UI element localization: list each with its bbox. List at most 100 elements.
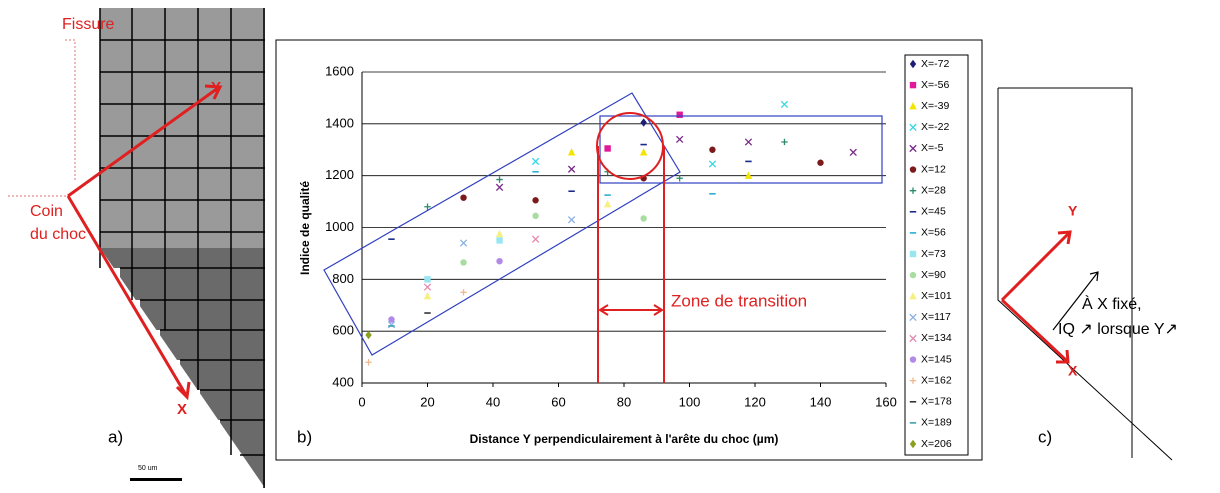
axis-label: X [1068, 363, 1078, 379]
legend-label: X=45 [921, 206, 946, 218]
x-tick-label: 20 [420, 394, 434, 409]
legend-marker [909, 102, 917, 110]
point [387, 321, 396, 329]
legend-marker [909, 334, 917, 343]
point [531, 235, 540, 243]
point [460, 289, 467, 296]
point [567, 148, 576, 156]
legend-label: X=28 [921, 184, 946, 196]
point [676, 175, 683, 182]
point [496, 257, 503, 265]
legend-marker [909, 59, 917, 69]
plot: 400 600 800 1000 1200 1400 1600 0 20 40 60 80 100 120… [325, 58, 952, 450]
point [424, 276, 431, 283]
legend-label: X=162 [921, 374, 952, 386]
annotation: Zone de transition [671, 291, 807, 310]
x-tick-label: 0 [358, 394, 365, 409]
point [709, 146, 716, 153]
annotation: IQ ↗ lorsque Y↗ [1058, 321, 1178, 338]
y-tick-label: 800 [332, 271, 354, 286]
point [424, 203, 431, 210]
legend-marker [909, 166, 917, 173]
legend-marker [909, 439, 917, 449]
point [423, 283, 432, 291]
point [365, 359, 372, 366]
legend-label: X=56 [921, 227, 946, 239]
legend-label: X=206 [921, 438, 952, 450]
point [603, 199, 612, 208]
annotation: Fissure [62, 16, 115, 33]
axes-arrows [1000, 230, 1072, 364]
panel-label: b) [297, 427, 312, 446]
legend-label: X=189 [921, 417, 952, 429]
x-tick-label: 160 [875, 394, 897, 409]
legend-label: X=90 [921, 269, 946, 281]
legend-label: X=-22 [921, 121, 949, 133]
legend-label: X=145 [921, 353, 952, 365]
legend-label: X=73 [921, 248, 946, 260]
y-tick-label: 600 [332, 323, 354, 338]
scale-label: 50 um [138, 465, 158, 472]
legend-label: X=101 [921, 290, 952, 302]
legend-marker [909, 377, 917, 384]
point [495, 229, 504, 238]
y-tick-label: 400 [332, 374, 354, 389]
legend-box [904, 54, 969, 456]
point [640, 118, 647, 127]
point [604, 145, 611, 152]
legend-label: X=117 [921, 311, 951, 323]
x-tick-label: 80 [617, 394, 631, 409]
region-outline [323, 92, 883, 356]
y-tick-label: 1200 [325, 167, 354, 182]
micrograph [8, 8, 265, 488]
legend-marker [909, 356, 917, 363]
point [532, 197, 539, 204]
x-tick-label: 40 [486, 394, 500, 409]
axis-label: X [177, 401, 187, 418]
point [708, 160, 717, 168]
legend-label: X=-39 [921, 100, 949, 112]
legend-marker [909, 313, 917, 321]
y-tick-label: 1000 [325, 219, 354, 234]
point [423, 291, 432, 300]
point [460, 194, 467, 201]
panel-label: a) [108, 427, 123, 446]
point [676, 111, 683, 118]
y-tick-label: 1400 [325, 115, 354, 130]
legend-marker [909, 81, 917, 89]
legend-label: X=12 [921, 163, 946, 175]
chart-frame [275, 39, 983, 461]
point [365, 330, 372, 340]
legend-label: X=134 [921, 332, 952, 344]
point [567, 165, 576, 173]
point [496, 176, 503, 183]
point [849, 148, 857, 157]
point [780, 100, 789, 109]
y-tick-label: 1600 [325, 63, 354, 78]
point [781, 138, 788, 146]
point [744, 171, 753, 179]
annotation: du choc [30, 226, 86, 243]
point [388, 316, 395, 323]
point [567, 216, 576, 224]
annotation: Coin [30, 203, 63, 220]
point [459, 239, 468, 247]
x-axis-title: Distance Y perpendiculairement à l'arête… [470, 432, 779, 446]
x-tick-label: 100 [679, 394, 701, 409]
point [532, 212, 539, 220]
point [495, 183, 504, 191]
point [676, 135, 684, 144]
panel-label: c) [1038, 427, 1052, 446]
legend-marker [909, 292, 917, 300]
x-tick-label: 140 [810, 394, 832, 409]
legend-label: X=-72 [921, 58, 949, 70]
axis-label: Y [1068, 203, 1078, 219]
legend-marker [909, 250, 917, 258]
point [496, 237, 503, 244]
axis-label: Y [211, 79, 221, 96]
point [460, 259, 467, 266]
y-axis-title: Indice de qualité [298, 181, 312, 275]
legend-label: X=178 [921, 396, 952, 408]
legend-marker [909, 144, 917, 153]
